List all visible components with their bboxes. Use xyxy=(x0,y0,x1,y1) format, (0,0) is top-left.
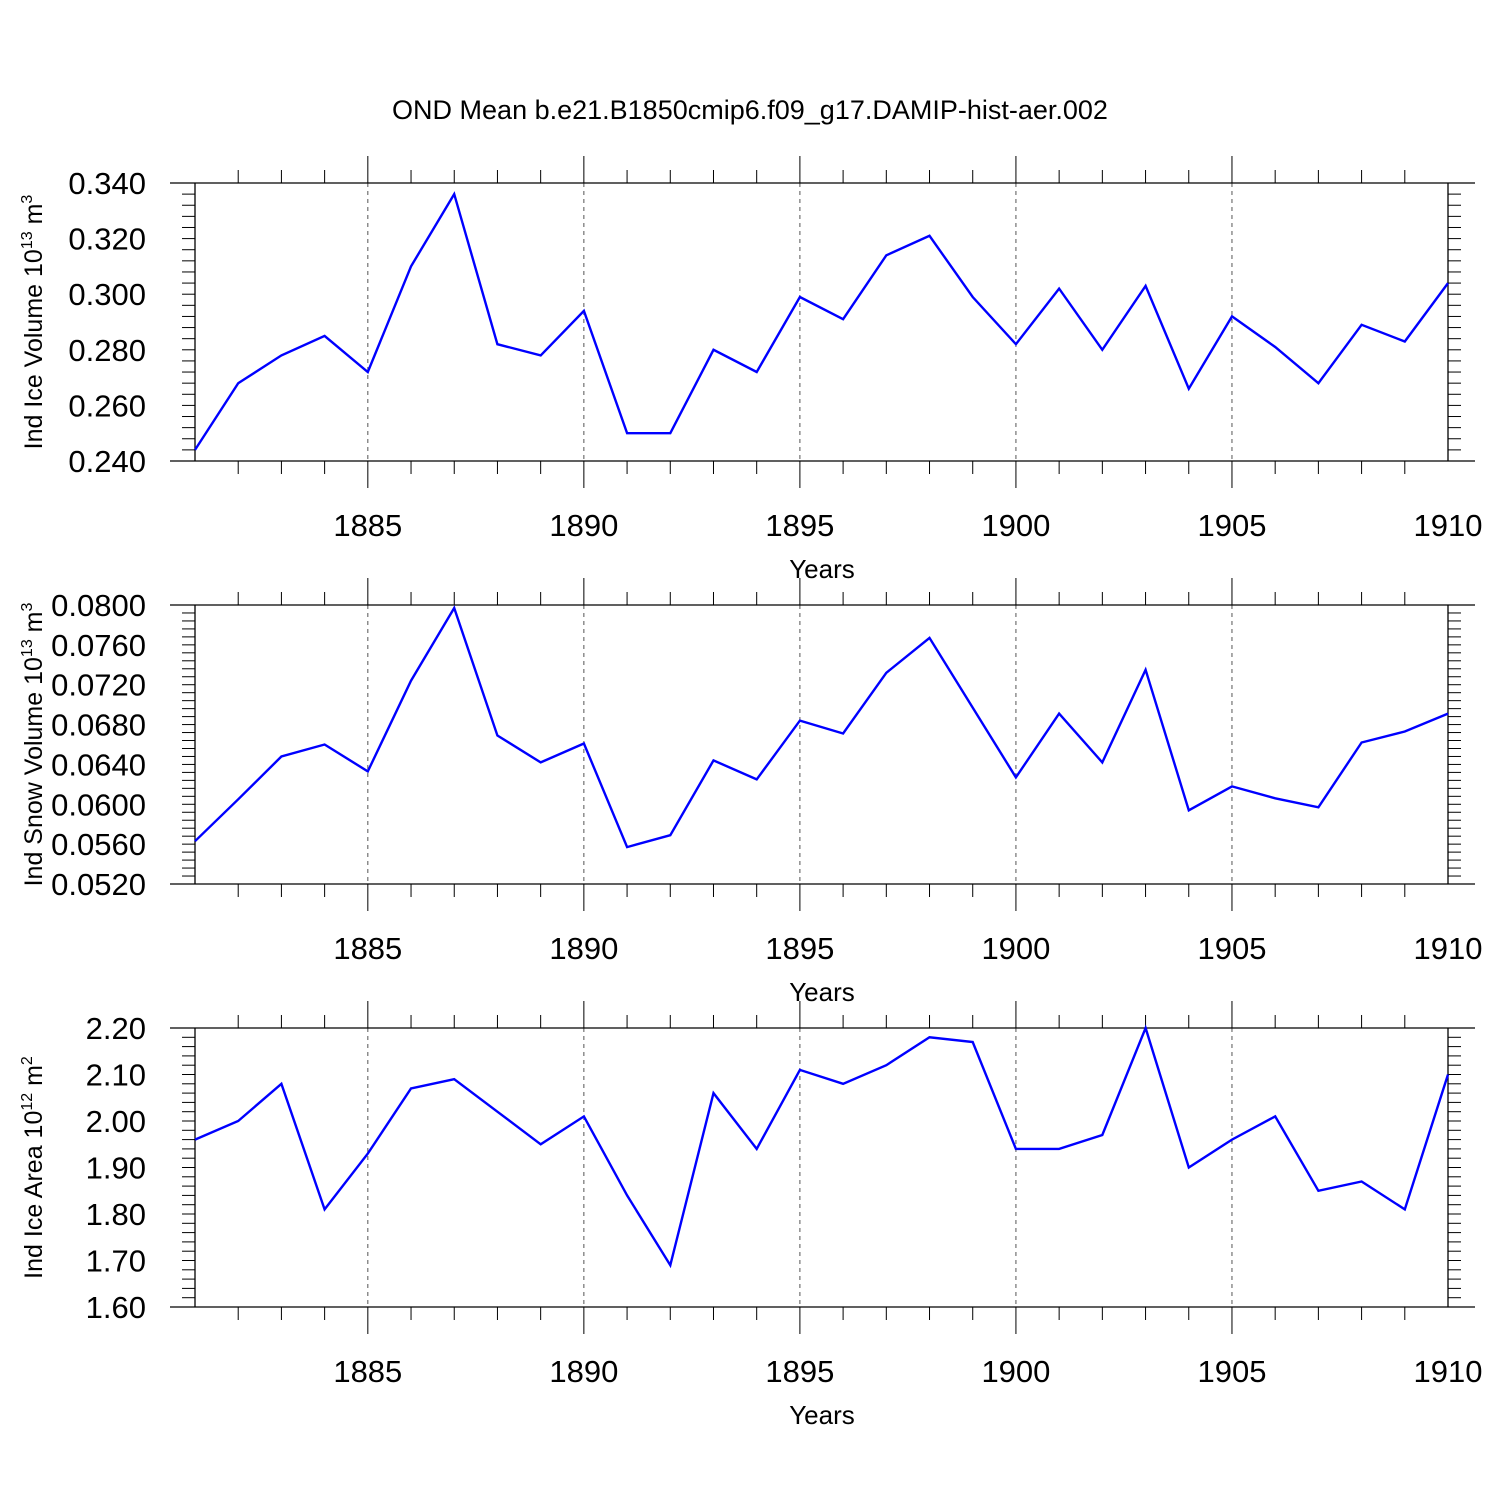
y-tick-label: 0.260 xyxy=(68,388,146,423)
y-axis-label-exponent: 13 xyxy=(19,231,36,249)
y-axis-label: Ind Ice Volume 1013 m3 xyxy=(19,195,48,450)
x-tick-label: 1900 xyxy=(981,508,1050,543)
chart-panel-3: 1885 1890 1895 1900 1905 1910 Years 1.60 1.70 1.8… xyxy=(19,1001,1482,1430)
x-tick-label: 1895 xyxy=(765,508,834,543)
y-tick-label: 0.0520 xyxy=(51,867,146,902)
y-axis-label-exponent: 12 xyxy=(19,1093,36,1111)
series-line xyxy=(194,1024,1450,1269)
x-tick-label: 1900 xyxy=(981,931,1050,966)
y-tick-label: 0.0800 xyxy=(51,588,146,623)
y-axis-label-base: Ind Ice Volume 10 xyxy=(20,249,48,449)
x-tick-label: 1905 xyxy=(1197,508,1266,543)
y-axis-label: Ind Ice Area 1012 m2 xyxy=(19,1056,48,1279)
chart-panel-1: 1885 1890 1895 1900 1905 1910 Years 0.240 0.260 0… xyxy=(19,156,1482,584)
y-tick-label: 1.60 xyxy=(86,1290,146,1325)
y-axis-label-base: Ind Snow Volume 10 xyxy=(20,657,48,886)
y-tick-label: 0.280 xyxy=(68,333,146,368)
y-axis-label: Ind Snow Volume 1013 m3 xyxy=(19,603,48,887)
y-axis-label-base: Ind Ice Area 10 xyxy=(20,1111,48,1279)
y-tick-label: 0.0600 xyxy=(51,787,146,822)
chart-title: OND Mean b.e21.B1850cmip6.f09_g17.DAMIP-… xyxy=(392,95,1108,125)
y-tick-label: 2.20 xyxy=(86,1011,146,1046)
y-tick-label: 0.0640 xyxy=(51,747,146,782)
series-line xyxy=(193,191,1449,451)
y-axis-label-unit-exponent: 2 xyxy=(19,1056,36,1065)
y-tick-label: 0.300 xyxy=(68,277,146,312)
chart-panels: 1885 1890 1895 1900 1905 1910 Years 0.240 0.260 0… xyxy=(19,156,1482,1430)
y-tick-label: 0.0680 xyxy=(51,708,146,743)
x-tick-label: 1910 xyxy=(1414,931,1483,966)
x-axis-label: Years xyxy=(789,977,855,1007)
y-tick-label: 2.00 xyxy=(86,1104,146,1139)
y-axis-label-unit-exponent: 3 xyxy=(19,603,36,612)
x-tick-label: 1885 xyxy=(333,931,402,966)
y-axis-label-exponent: 13 xyxy=(19,639,36,657)
series-line xyxy=(194,605,1449,849)
y-tick-label: 1.80 xyxy=(86,1197,146,1232)
y-tick-label: 0.240 xyxy=(68,444,146,479)
y-tick-label: 0.0760 xyxy=(51,628,146,663)
x-tick-label: 1890 xyxy=(549,1354,618,1389)
x-axis-label: Years xyxy=(789,554,855,584)
chart-panel-2: 1885 1890 1895 1900 1905 1910 Years 0.0520 0.056… xyxy=(19,578,1482,1007)
y-tick-label: 1.70 xyxy=(86,1244,146,1279)
y-axis-label-unit: m xyxy=(20,612,48,640)
x-tick-label: 1895 xyxy=(765,1354,834,1389)
x-tick-label: 1900 xyxy=(981,1354,1050,1389)
x-tick-label: 1910 xyxy=(1414,508,1483,543)
y-axis-label-unit: m xyxy=(20,1065,48,1093)
x-tick-label: 1905 xyxy=(1197,931,1266,966)
y-tick-label: 1.90 xyxy=(86,1151,146,1186)
x-axis-label: Years xyxy=(789,1400,855,1430)
x-tick-label: 1890 xyxy=(549,931,618,966)
x-tick-label: 1890 xyxy=(549,508,618,543)
x-tick-label: 1885 xyxy=(333,1354,402,1389)
x-tick-label: 1885 xyxy=(333,508,402,543)
y-axis-label-unit-exponent: 3 xyxy=(19,195,36,204)
y-axis-label-unit: m xyxy=(20,204,48,232)
x-tick-label: 1910 xyxy=(1414,1354,1483,1389)
y-tick-label: 0.340 xyxy=(68,166,146,201)
y-tick-label: 0.320 xyxy=(68,222,146,257)
x-tick-label: 1905 xyxy=(1197,1354,1266,1389)
y-tick-label: 0.0560 xyxy=(51,827,146,862)
y-tick-label: 2.10 xyxy=(86,1058,146,1093)
x-tick-label: 1895 xyxy=(765,931,834,966)
y-tick-label: 0.0720 xyxy=(51,668,146,703)
